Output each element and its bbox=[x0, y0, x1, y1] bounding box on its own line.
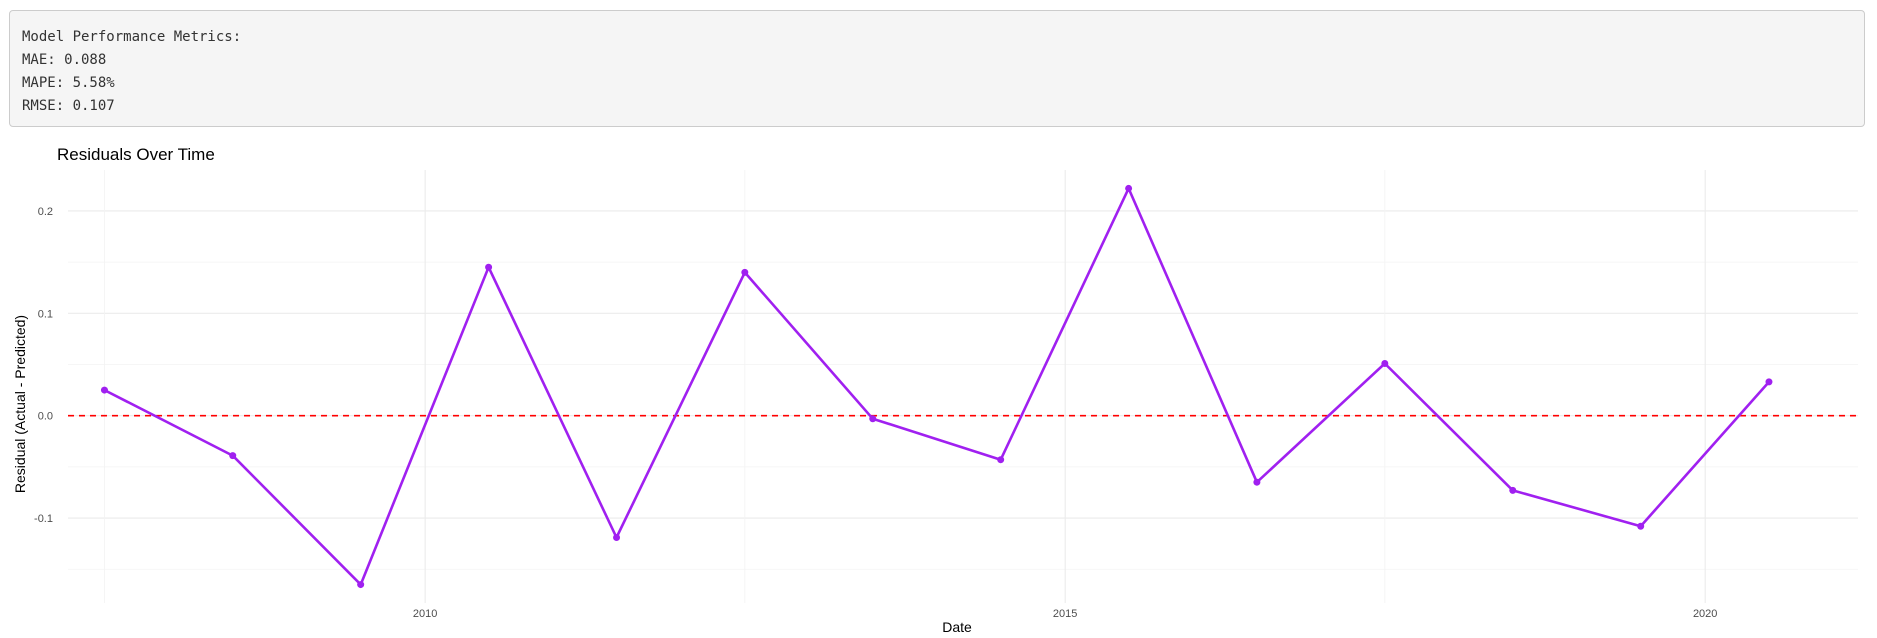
residual-point bbox=[1253, 478, 1261, 486]
x-tick-label: 2020 bbox=[1693, 608, 1717, 620]
residual-point bbox=[1509, 486, 1517, 494]
residual-point bbox=[1381, 359, 1389, 367]
y-axis-label: Residual (Actual - Predicted) bbox=[12, 315, 28, 493]
residual-series-line bbox=[103, 187, 1771, 586]
chart-title: Residuals Over Time bbox=[57, 145, 215, 164]
metrics-output-box: Model Performance Metrics: MAE: 0.088 MA… bbox=[9, 10, 1865, 127]
residual-point bbox=[229, 452, 237, 460]
axis-labels-group: -0.1 0.0 0.1 0.2 2010 2015 2020 bbox=[34, 206, 1717, 620]
residual-point bbox=[1637, 522, 1645, 530]
y-tick-label: -0.1 bbox=[34, 513, 53, 525]
metric-mae: MAE: 0.088 bbox=[22, 52, 107, 68]
y-tick-label: 0.0 bbox=[38, 411, 53, 423]
y-tick-label: 0.1 bbox=[38, 308, 53, 320]
residual-point bbox=[741, 268, 749, 276]
x-tick-label: 2010 bbox=[413, 608, 437, 620]
residual-point bbox=[997, 456, 1005, 464]
residual-point bbox=[357, 581, 365, 589]
residual-point bbox=[1765, 378, 1773, 386]
residual-point bbox=[100, 386, 108, 394]
y-tick-label: 0.2 bbox=[38, 206, 53, 218]
residual-point bbox=[485, 263, 493, 271]
residual-point bbox=[1125, 184, 1133, 192]
residual-point bbox=[613, 533, 621, 541]
residual-point bbox=[869, 415, 877, 423]
metrics-heading: Model Performance Metrics: bbox=[22, 29, 242, 45]
x-tick-label: 2015 bbox=[1053, 608, 1077, 620]
series-group bbox=[100, 184, 1773, 589]
gridlines bbox=[68, 170, 1858, 603]
x-axis-label: Date bbox=[942, 619, 972, 635]
residuals-chart: -0.1 0.0 0.1 0.2 2010 2015 2020 Residuals Over… bbox=[12, 145, 1858, 635]
metric-mape: MAPE: 5.58% bbox=[22, 75, 115, 91]
metric-rmse: RMSE: 0.107 bbox=[22, 98, 115, 114]
